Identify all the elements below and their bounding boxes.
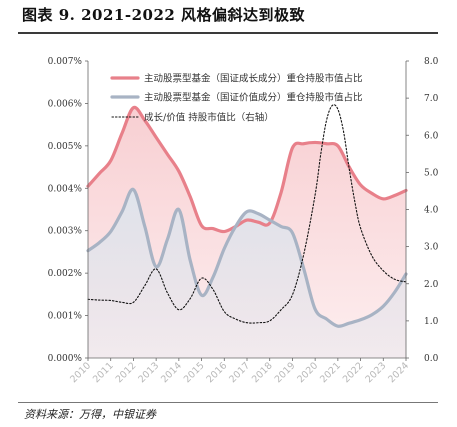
left-tick-label: 0.000%	[48, 354, 83, 364]
x-tick-label: 2019	[273, 360, 298, 385]
x-tick-label: 2013	[136, 360, 161, 385]
right-tick-label: 5.0	[424, 168, 439, 178]
right-tick-label: 4.0	[424, 206, 439, 216]
series-line-ratio	[87, 104, 407, 324]
bottom-rule	[18, 402, 438, 403]
source-note: 资料来源：万得，中银证券	[24, 408, 156, 421]
area-fills	[88, 107, 406, 359]
x-tick-label: 2020	[295, 360, 320, 385]
right-tick-label: 2.0	[424, 280, 439, 290]
right-tick-label: 3.0	[424, 243, 439, 253]
right-tick-label: 7.0	[424, 94, 439, 104]
x-tick-label: 2010	[68, 360, 93, 385]
x-tick-label: 2014	[159, 360, 184, 385]
left-tick-label: 0.002%	[48, 269, 83, 279]
legend-label-growth: 主动股票型基金（国证成长成分）重仓持股市值占比	[144, 73, 363, 85]
x-tick-label: 2011	[91, 360, 116, 385]
x-tick-label: 2016	[205, 360, 230, 385]
area-value	[88, 189, 406, 358]
legend-label-ratio: 成长/价值 持股市值比（右轴）	[144, 112, 274, 124]
left-tick-label: 0.005%	[48, 142, 83, 152]
left-tick-label: 0.004%	[48, 184, 83, 194]
x-tick-label: 2017	[227, 360, 252, 385]
right-tick-label: 0.0	[424, 354, 439, 364]
x-tick-label: 2015	[182, 360, 207, 385]
left-tick-label: 0.003%	[48, 227, 83, 237]
right-tick-label: 6.0	[424, 131, 439, 141]
x-tick-label: 2012	[114, 360, 139, 385]
series-lines	[86, 104, 408, 328]
legend-label-value: 主动股票型基金（国证价值成分）重仓持股市值占比	[144, 92, 363, 104]
series-line-value	[86, 187, 408, 328]
series-line-growth	[86, 105, 408, 234]
left-tick-label: 0.001%	[48, 312, 83, 322]
left-tick-label: 0.006%	[48, 99, 83, 109]
chart-title: 图表 9. 2021-2022 风格偏斜达到极致	[22, 6, 306, 24]
x-tick-label: 2021	[318, 360, 343, 385]
right-tick-label: 1.0	[424, 317, 439, 327]
x-tick-label: 2018	[250, 360, 275, 385]
title-rule	[18, 32, 438, 34]
x-tick-label: 2024	[386, 360, 411, 385]
left-tick-label: 0.007%	[48, 57, 83, 67]
x-tick-label: 2023	[364, 360, 389, 385]
right-tick-label: 8.0	[424, 57, 439, 67]
legend: 主动股票型基金（国证成长成分）重仓持股市值占比主动股票型基金（国证价值成分）重仓…	[110, 73, 363, 124]
x-tick-label: 2022	[341, 360, 366, 385]
